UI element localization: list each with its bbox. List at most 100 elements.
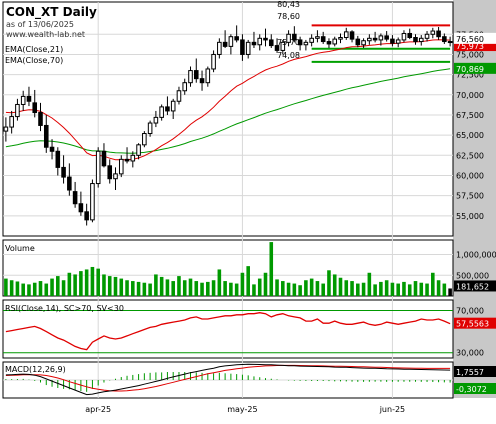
website-label: www.wealth-lab.net	[6, 30, 85, 39]
volume-bar	[419, 282, 424, 296]
candle-body	[55, 150, 61, 168]
candle-body	[240, 39, 245, 55]
candle-body	[205, 68, 211, 84]
price-annotation: 74,08	[277, 51, 300, 60]
candle-body	[78, 203, 84, 213]
volume-bar	[413, 281, 418, 296]
candle-body	[390, 38, 395, 44]
volume-bar	[338, 277, 343, 296]
candle-body	[188, 70, 193, 84]
candle-body	[67, 176, 72, 191]
volume-bar	[159, 276, 164, 296]
price-legend: EMA(Close,70)	[5, 56, 63, 65]
candle-body	[176, 90, 182, 102]
price-annotation: 80,43	[277, 0, 300, 9]
volume-bar	[396, 283, 400, 296]
date-tick-label: jun-25	[379, 405, 405, 414]
candle-body	[251, 41, 257, 46]
volume-bar	[292, 283, 297, 296]
rsi-last-label-bg	[454, 317, 496, 329]
price-tick-label: 70,000	[456, 91, 484, 100]
candle-body	[49, 146, 55, 152]
candle-body	[326, 41, 332, 45]
rsi-last-label: 57,5563	[456, 320, 489, 329]
price-legend: EMA(Close,21)	[5, 45, 63, 54]
volume-bar	[229, 282, 233, 296]
volume-bar	[344, 280, 349, 296]
volume-bar	[298, 285, 302, 296]
candle-body	[297, 39, 303, 46]
volume-bar	[177, 276, 181, 296]
candle-body	[199, 78, 205, 84]
candle-body	[159, 106, 164, 118]
volume-bar	[263, 272, 268, 296]
volume-bar	[113, 276, 118, 296]
candle-body	[222, 41, 228, 47]
volume-bar	[136, 281, 141, 296]
candle-body	[430, 30, 436, 35]
candle-body	[130, 154, 136, 162]
volume-bar	[188, 278, 193, 296]
volume-bar	[442, 283, 447, 296]
volume-bar	[61, 280, 66, 296]
macd-last-label-bg	[454, 366, 496, 377]
volume-bar	[407, 284, 412, 296]
candle-body	[286, 33, 291, 43]
volume-bar	[56, 276, 60, 296]
price-tick-label: 75,000	[456, 50, 484, 59]
volume-bar	[194, 281, 199, 296]
panel-rsi	[2, 299, 454, 359]
price-annotation: 75,70	[277, 38, 300, 47]
volume-bar	[171, 281, 175, 296]
candle-body	[107, 165, 113, 180]
volume-last-label: 181,652	[456, 282, 489, 291]
volume-tick-label: 500,000	[456, 271, 489, 280]
rsi-tick-label: 70,000	[456, 307, 484, 316]
volume-bar	[38, 281, 43, 296]
candle-body	[447, 41, 453, 44]
rsi-tick-label: 30,000	[456, 349, 484, 358]
candle-body	[142, 133, 147, 146]
candle-body	[217, 41, 222, 55]
candle-body	[147, 122, 153, 135]
volume-bar	[286, 282, 291, 296]
price-tick-label: 57,500	[456, 192, 484, 201]
volume-bar	[275, 279, 279, 296]
candle-body	[418, 37, 424, 43]
volume-bar	[240, 272, 245, 296]
volume-bar	[84, 269, 89, 296]
ema70-line	[5, 68, 451, 154]
volume-bar	[315, 281, 320, 296]
volume-bar	[182, 280, 187, 296]
price-tick-label: 67,500	[456, 111, 484, 120]
candle-body	[61, 166, 66, 178]
ema21-last-label-bg	[454, 40, 496, 52]
volume-bar	[9, 280, 14, 296]
candle-body	[43, 124, 49, 148]
volume-bar	[15, 281, 20, 296]
candle-body	[349, 31, 355, 40]
volume-bar	[309, 278, 314, 296]
candle-body	[343, 31, 349, 39]
macd-signal-line	[5, 364, 451, 392]
candle-body	[367, 37, 372, 42]
volume-bar	[361, 282, 366, 296]
volume-bar	[321, 283, 325, 296]
volume-bar	[96, 268, 100, 296]
candle-body	[413, 37, 418, 43]
price-annotation: 78,60	[277, 12, 300, 21]
candle-body	[84, 211, 89, 221]
candle-body	[436, 30, 441, 38]
volume-bar	[332, 274, 337, 296]
volume-bar	[281, 281, 285, 296]
candle-body	[401, 32, 407, 41]
candle-body	[20, 95, 26, 105]
volume-bar	[154, 274, 158, 296]
price-tick-label: 65,000	[456, 131, 484, 140]
price-tick-label: 62,500	[456, 151, 484, 160]
candle-body	[228, 36, 234, 47]
volume-bar	[44, 283, 49, 296]
volume-bar	[125, 280, 129, 296]
candle-body	[245, 41, 251, 55]
ema70-last-label-bg	[454, 62, 496, 74]
